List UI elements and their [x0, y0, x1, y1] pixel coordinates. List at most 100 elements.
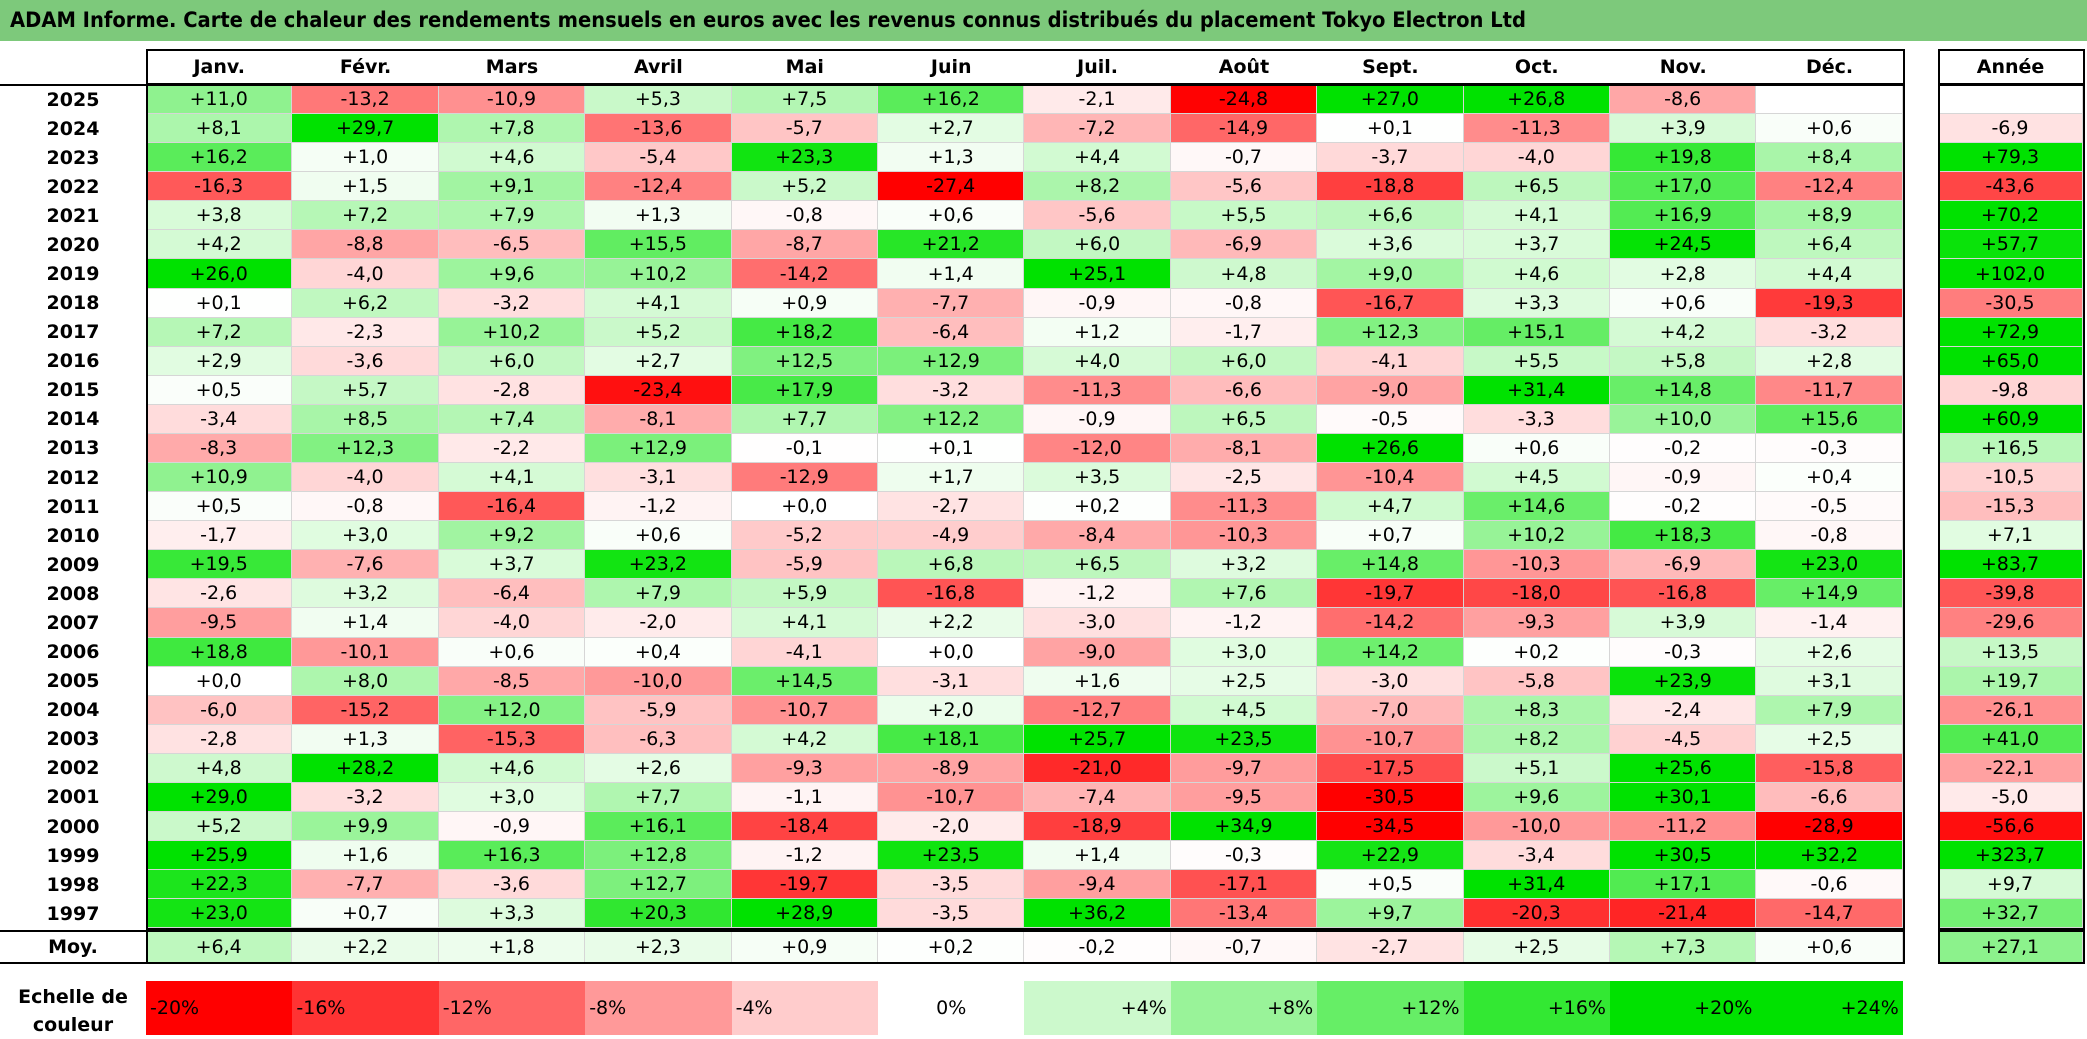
heatmap-cell: -3,5 — [878, 870, 1025, 900]
average-annual-cell: +27,1 — [1938, 930, 2083, 965]
heatmap-cell: +1,4 — [1024, 841, 1171, 871]
heatmap-cell: -30,5 — [1317, 782, 1464, 812]
heatmap-cell: +5,3 — [585, 85, 732, 115]
heatmap-cell: -3,2 — [292, 782, 439, 812]
heatmap-cell: +9,9 — [292, 812, 439, 842]
month-header: Mars — [485, 55, 539, 78]
heatmap-cell: +0,6 — [878, 201, 1025, 231]
heatmap-cell: +6,5 — [1170, 404, 1318, 434]
heatmap-cell: -2,8 — [438, 375, 586, 405]
heatmap-cell: +3,8 — [146, 201, 293, 231]
heatmap-cell: -5,6 — [1024, 201, 1171, 231]
heatmap-cell: +3,7 — [1463, 230, 1610, 260]
heatmap-cell: -3,0 — [1024, 608, 1171, 638]
heatmap-cell: +23,9 — [1610, 666, 1757, 696]
year-label: 2003 — [46, 728, 100, 751]
month-header: Juil. — [1077, 55, 1118, 78]
month-header: Août — [1218, 55, 1270, 78]
heatmap-cell: -11,2 — [1610, 812, 1757, 842]
heatmap-cell: +5,2 — [585, 317, 732, 347]
heatmap-cell: -16,8 — [1610, 579, 1757, 609]
heatmap-cell: +3,0 — [1170, 637, 1318, 667]
heatmap-cell: -16,8 — [878, 579, 1025, 609]
year-label: 2010 — [46, 524, 100, 547]
heatmap-cell: -8,7 — [731, 230, 878, 260]
heatmap-cell: -4,5 — [1610, 724, 1757, 754]
heatmap-cell: +4,6 — [438, 753, 586, 783]
heatmap-cell: +31,4 — [1463, 375, 1610, 405]
heatmap-cell: -10,7 — [878, 782, 1025, 812]
heatmap-cell: -12,4 — [585, 172, 732, 202]
annual-cell: +70,2 — [1938, 201, 2083, 231]
heatmap-cell: -5,8 — [1463, 666, 1610, 696]
heatmap-cell: +0,4 — [1756, 463, 1903, 493]
heatmap-cell: -11,3 — [1024, 375, 1171, 405]
heatmap-cell: -0,8 — [1756, 521, 1903, 551]
heatmap-cell: +5,2 — [731, 172, 878, 202]
year-label: 2015 — [46, 379, 100, 402]
heatmap-cell: +8,1 — [146, 114, 293, 144]
annual-cell: +65,0 — [1938, 346, 2083, 376]
year-label: 2011 — [46, 495, 100, 518]
heatmap-cell: +3,0 — [292, 521, 439, 551]
heatmap-cell: +25,9 — [146, 841, 293, 871]
year-label: 1999 — [46, 844, 100, 867]
year-label: 2005 — [46, 670, 100, 693]
year-label: 2013 — [46, 437, 100, 460]
month-header: Févr. — [339, 55, 392, 78]
heatmap-cell: +0,1 — [878, 433, 1025, 464]
heatmap-cell: -18,8 — [1317, 172, 1464, 202]
heatmap-cell: +28,2 — [292, 753, 439, 783]
heatmap-cell: -16,4 — [438, 492, 586, 522]
year-label: 2023 — [46, 146, 100, 169]
heatmap-cell: +32,2 — [1756, 841, 1903, 871]
heatmap-cell: +6,6 — [1317, 201, 1464, 231]
heatmap-cell: -0,2 — [1610, 492, 1757, 522]
heatmap-cell: +3,9 — [1610, 114, 1757, 144]
year-label: 1998 — [46, 873, 100, 896]
annual-cell: -6,9 — [1938, 114, 2083, 144]
heatmap-cell: -9,7 — [1170, 753, 1318, 783]
heatmap-cell: -19,7 — [731, 870, 878, 900]
heatmap-cell: -6,9 — [1610, 550, 1757, 580]
heatmap-cell: +9,6 — [438, 259, 586, 289]
average-cell: +7,3 — [1610, 930, 1757, 965]
heatmap-cell: -7,0 — [1317, 695, 1464, 725]
heatmap-cell: +8,2 — [1463, 724, 1610, 754]
heatmap-cell: +14,8 — [1610, 375, 1757, 405]
heatmap-cell: -18,9 — [1024, 812, 1171, 842]
heatmap-cell: +7,7 — [585, 782, 732, 812]
heatmap-cell: -0,9 — [1024, 404, 1171, 434]
heatmap-cell: +7,2 — [292, 201, 439, 231]
heatmap-cell: +28,9 — [731, 899, 878, 929]
heatmap-cell: +5,2 — [146, 812, 293, 842]
heatmap-cell: -2,7 — [878, 492, 1025, 522]
heatmap-cell: -0,8 — [1170, 288, 1318, 318]
heatmap-cell: +3,2 — [1170, 550, 1318, 580]
heatmap-cell: +5,8 — [1610, 346, 1757, 376]
heatmap-cell: +3,6 — [1317, 230, 1464, 260]
heatmap-cell: -10,9 — [438, 85, 586, 115]
heatmap-cell: +18,8 — [146, 637, 293, 667]
heatmap-cell: +2,2 — [878, 608, 1025, 638]
heatmap-cell: -7,7 — [878, 288, 1025, 318]
heatmap-cell: -21,4 — [1610, 899, 1757, 929]
heatmap-cell: +4,1 — [438, 463, 586, 493]
heatmap-cell: -10,3 — [1170, 521, 1318, 551]
heatmap-cell: +5,1 — [1463, 753, 1610, 783]
average-label: Moy. — [48, 936, 98, 959]
heatmap-cell: +23,3 — [731, 143, 878, 173]
heatmap-cell: +25,6 — [1610, 753, 1757, 783]
heatmap-cell: +12,2 — [878, 404, 1025, 434]
heatmap-cell: +1,7 — [878, 463, 1025, 493]
heatmap-cell: +14,2 — [1317, 637, 1464, 667]
heatmap-cell: -8,3 — [146, 433, 293, 464]
heatmap-cell: +1,5 — [292, 172, 439, 202]
year-label: 2000 — [46, 815, 100, 838]
heatmap-cell: +0,1 — [1317, 114, 1464, 144]
heatmap-cell: -14,7 — [1756, 899, 1903, 929]
heatmap-cell: +4,1 — [1463, 201, 1610, 231]
annual-cell: -39,8 — [1938, 579, 2083, 609]
heatmap-cell: -10,7 — [1317, 724, 1464, 754]
heatmap-cell: -3,2 — [438, 288, 586, 318]
